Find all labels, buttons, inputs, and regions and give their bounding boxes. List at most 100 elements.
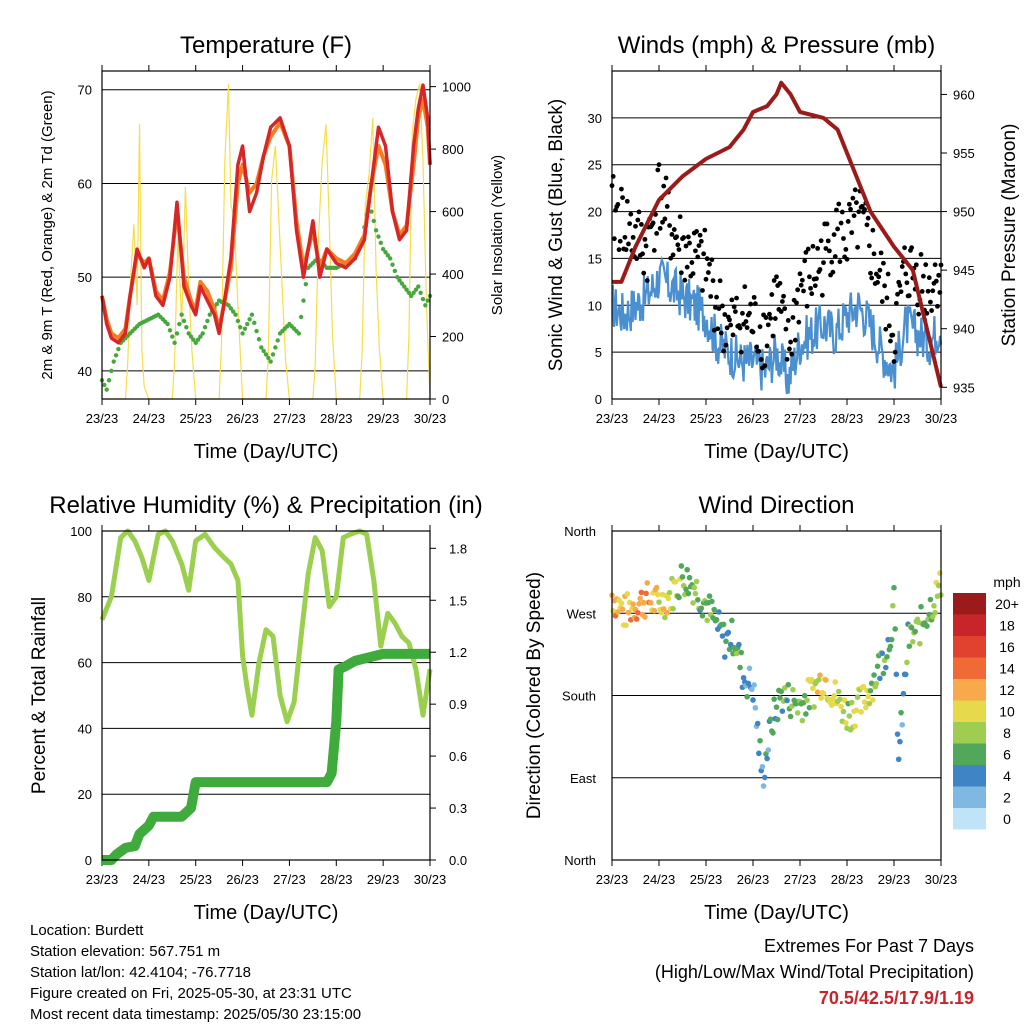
dewpoint-point	[259, 345, 264, 350]
direction-point	[898, 709, 904, 716]
gust-point	[925, 288, 931, 294]
humidity-y2tick-label: 1.5	[449, 593, 467, 608]
direction-point	[880, 670, 887, 677]
dewpoint-point	[402, 284, 407, 289]
direction-point	[820, 690, 827, 697]
direction-point	[644, 580, 651, 586]
gust-point	[926, 275, 932, 281]
gust-point	[627, 221, 633, 227]
direction-point	[778, 688, 784, 695]
gust-point	[677, 214, 683, 220]
direction-point	[698, 605, 705, 612]
direction-point	[873, 680, 880, 687]
dewpoint-point	[231, 309, 236, 314]
gust-point	[750, 329, 756, 335]
direction-point	[624, 591, 631, 597]
panel-winds-xtick-label: 24/23	[643, 411, 676, 426]
panel-winds-xtick-label: 26/23	[737, 411, 770, 426]
gust-point	[792, 337, 798, 343]
gust-point	[668, 255, 674, 261]
panel-temperature-xtick-label: 24/23	[133, 411, 166, 426]
gust-point	[667, 223, 672, 228]
gust-point	[663, 175, 669, 181]
dewpoint-point	[397, 278, 402, 283]
temperature-y2tick-label: 800	[442, 142, 464, 157]
dewpoint-point	[184, 324, 189, 330]
gust-point	[710, 278, 716, 284]
gust-point	[821, 260, 826, 266]
direction-point	[806, 704, 813, 711]
dewpoint-point	[266, 355, 271, 361]
dewpoint-point	[404, 287, 409, 292]
extremes-heading: Extremes For Past 7 Days	[763, 936, 974, 956]
gust-point	[685, 234, 691, 240]
gust-point	[790, 315, 796, 320]
gust-point	[814, 276, 819, 282]
panel-humidity-xtick-label: 26/23	[226, 872, 259, 887]
direction-point	[637, 595, 643, 602]
panel-temperature-xtick-label: 29/23	[367, 411, 400, 426]
direction-point	[794, 710, 801, 716]
gust-point	[664, 204, 670, 209]
direction-point	[848, 699, 855, 706]
gust-point	[638, 221, 644, 227]
dewpoint-point	[378, 240, 383, 246]
direction-point	[846, 713, 853, 719]
gust-point	[884, 295, 890, 301]
gust-point	[920, 273, 926, 279]
direction-point	[893, 671, 900, 678]
dewpoint-point	[116, 346, 121, 352]
panel-direction-title: Wind Direction	[698, 492, 854, 519]
gust-point	[836, 201, 842, 207]
direction-point	[927, 596, 934, 603]
gust-point	[764, 343, 770, 349]
gust-point	[850, 195, 856, 201]
speed-legend-swatch	[953, 765, 986, 787]
speed-legend-label: 18	[999, 617, 1015, 633]
dewpoint-point	[270, 352, 276, 357]
direction-point	[831, 693, 837, 699]
temperature-y2tick-label: 600	[442, 205, 464, 220]
relative-humidity-line	[99, 528, 433, 725]
gust-point	[619, 186, 624, 192]
direction-point	[814, 689, 821, 695]
direction-point	[924, 623, 930, 629]
dewpoint-point	[102, 382, 107, 388]
gust-point	[834, 207, 839, 213]
winds-ytick-label: 25	[588, 158, 602, 173]
gust-point	[642, 236, 648, 242]
direction-point	[852, 723, 859, 729]
panel-direction-xtick-label: 24/23	[643, 872, 676, 887]
direction-point	[630, 601, 636, 608]
direction-point	[877, 675, 883, 682]
dewpoint-point	[296, 331, 301, 336]
dewpoint-point	[411, 290, 416, 295]
direction-point	[655, 591, 661, 598]
panel-winds-xtick-label: 25/23	[690, 411, 723, 426]
gust-point	[771, 278, 777, 283]
gust-point	[799, 277, 805, 283]
gust-point	[795, 287, 801, 293]
direction-point	[890, 602, 896, 609]
gust-point	[770, 333, 776, 339]
gust-point	[879, 299, 885, 304]
dewpoint-point	[423, 303, 428, 308]
elevation-text: Station elevation: 567.751 m	[30, 943, 221, 960]
gust-point	[643, 243, 649, 249]
winds-y2tick-label: 955	[953, 146, 975, 161]
panel-humidity-border	[101, 530, 431, 861]
temperature-ylabel: 2m & 9m T (Red, Orange) & 2m Td (Green)	[39, 90, 56, 379]
speed-legend-swatch	[953, 657, 986, 679]
gust-point	[935, 303, 940, 309]
direction-point	[931, 603, 937, 609]
panel-humidity-title: Relative Humidity (%) & Precipitation (i…	[49, 492, 482, 519]
gust-point	[769, 292, 775, 297]
direction-point	[866, 700, 873, 707]
gust-point	[767, 311, 772, 317]
speed-legend-label: 12	[999, 682, 1015, 698]
gust-point	[689, 260, 695, 265]
direction-point	[686, 574, 693, 581]
gust-point	[682, 277, 688, 283]
gust-point	[698, 238, 704, 244]
gust-point	[801, 288, 806, 294]
